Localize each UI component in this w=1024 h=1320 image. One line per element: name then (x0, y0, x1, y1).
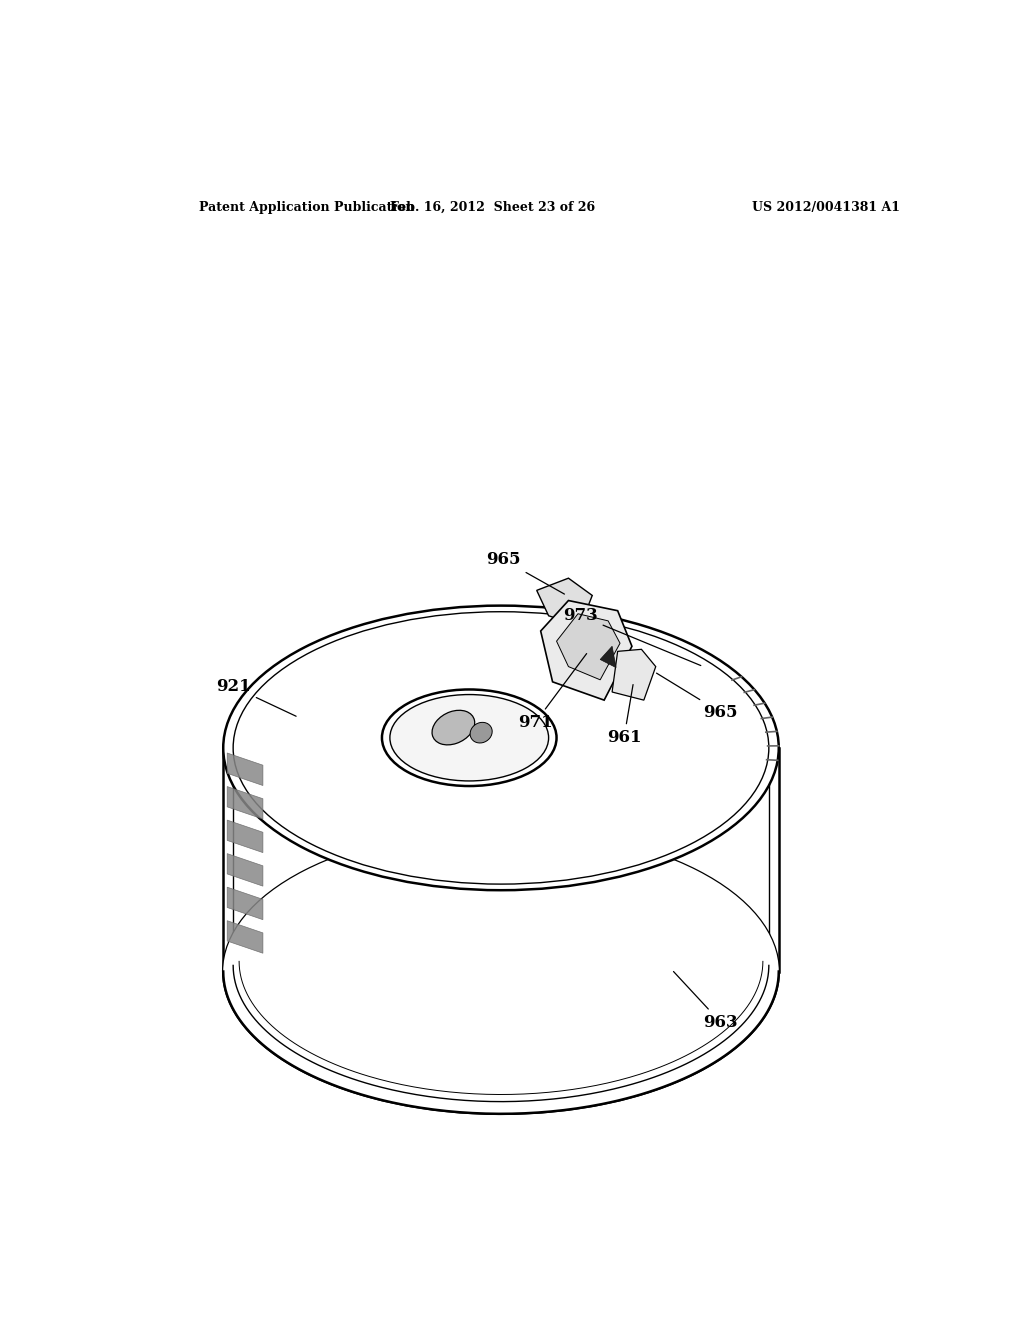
Polygon shape (600, 647, 616, 668)
Polygon shape (227, 787, 263, 818)
Polygon shape (537, 578, 592, 626)
Polygon shape (227, 752, 263, 785)
Polygon shape (227, 820, 263, 853)
Text: 921: 921 (216, 678, 296, 717)
Text: 963: 963 (674, 972, 738, 1031)
Ellipse shape (432, 710, 475, 744)
Ellipse shape (223, 829, 778, 1114)
Text: 965: 965 (486, 552, 564, 594)
Ellipse shape (223, 606, 778, 890)
Polygon shape (541, 601, 632, 700)
Ellipse shape (390, 694, 549, 781)
Text: 973: 973 (563, 607, 700, 665)
Ellipse shape (233, 829, 769, 1102)
Text: FIG. 42: FIG. 42 (444, 973, 557, 1001)
Polygon shape (556, 614, 620, 680)
Text: Patent Application Publication: Patent Application Publication (200, 201, 415, 214)
Polygon shape (223, 748, 778, 1114)
Polygon shape (227, 887, 263, 920)
Text: 965: 965 (656, 673, 738, 721)
Text: US 2012/0041381 A1: US 2012/0041381 A1 (753, 201, 900, 214)
Ellipse shape (470, 722, 493, 743)
Text: 971: 971 (518, 653, 587, 731)
Polygon shape (612, 649, 655, 700)
Polygon shape (227, 854, 263, 886)
Text: Feb. 16, 2012  Sheet 23 of 26: Feb. 16, 2012 Sheet 23 of 26 (390, 201, 596, 214)
Ellipse shape (382, 689, 557, 785)
Text: 961: 961 (607, 685, 641, 746)
Polygon shape (227, 921, 263, 953)
